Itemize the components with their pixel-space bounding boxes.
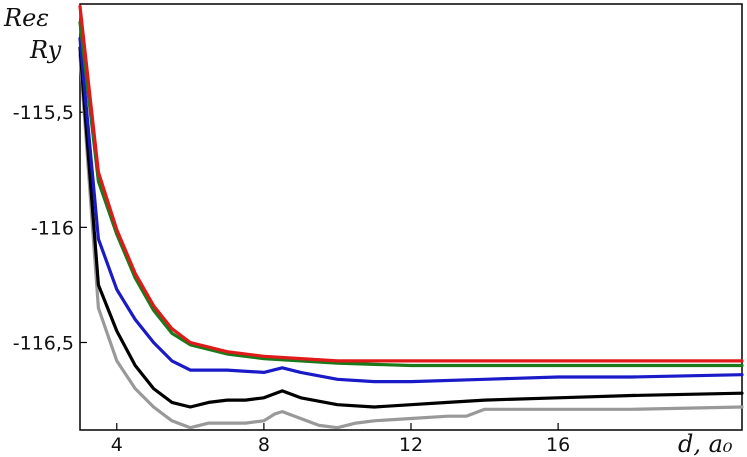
y-axis-label-line1: Reε xyxy=(3,4,49,32)
series-line-3 xyxy=(78,36,744,384)
y-tick-label: -116 xyxy=(31,217,74,239)
x-tick-label: 8 xyxy=(258,434,270,456)
series-line-2 xyxy=(78,46,744,409)
y-tick-label: -116,5 xyxy=(13,332,74,354)
x-tick-label: 4 xyxy=(111,434,123,456)
series-group xyxy=(78,4,744,430)
series-line-1 xyxy=(78,53,744,430)
y-axis-label-line2: Ry xyxy=(29,36,62,64)
series-line-5 xyxy=(78,4,744,363)
x-tick-label: 12 xyxy=(399,434,423,456)
x-axis-label: d, a₀ xyxy=(678,430,733,457)
x-tick-label: 16 xyxy=(546,434,570,456)
x-tick-labels: 4 8 12 16 xyxy=(111,434,570,456)
y-tick-label: -115,5 xyxy=(13,102,74,124)
x-tick-marks xyxy=(116,423,559,430)
y-tick-labels: -115,5 -116 -116,5 xyxy=(13,102,74,354)
plot-area xyxy=(79,3,743,431)
series-line-4 xyxy=(78,20,744,368)
